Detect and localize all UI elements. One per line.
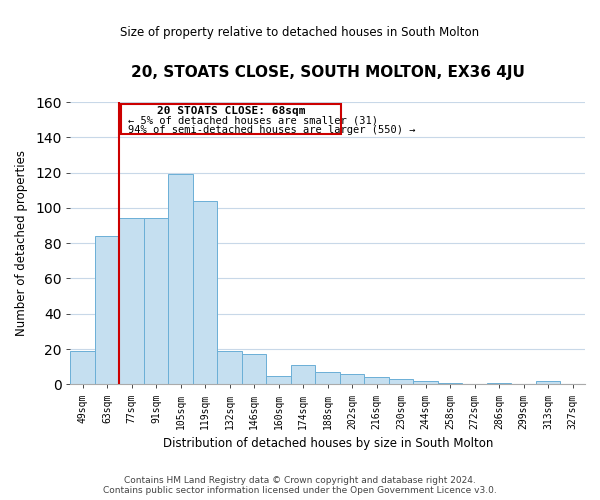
Bar — [95, 236, 119, 384]
Bar — [364, 378, 389, 384]
Bar — [169, 174, 193, 384]
Bar — [144, 218, 169, 384]
Bar — [242, 354, 266, 384]
Bar — [340, 374, 364, 384]
Bar — [291, 365, 316, 384]
Bar — [193, 201, 217, 384]
Bar — [389, 379, 413, 384]
Bar — [438, 382, 463, 384]
X-axis label: Distribution of detached houses by size in South Molton: Distribution of detached houses by size … — [163, 437, 493, 450]
Text: Size of property relative to detached houses in South Molton: Size of property relative to detached ho… — [121, 26, 479, 39]
Y-axis label: Number of detached properties: Number of detached properties — [15, 150, 28, 336]
Bar — [266, 376, 291, 384]
Bar — [119, 218, 144, 384]
Text: 20 STOATS CLOSE: 68sqm: 20 STOATS CLOSE: 68sqm — [157, 106, 305, 117]
Bar — [316, 372, 340, 384]
Bar — [217, 351, 242, 384]
Title: 20, STOATS CLOSE, SOUTH MOLTON, EX36 4JU: 20, STOATS CLOSE, SOUTH MOLTON, EX36 4JU — [131, 65, 524, 80]
Text: ← 5% of detached houses are smaller (31): ← 5% of detached houses are smaller (31) — [128, 115, 378, 125]
Bar — [70, 351, 95, 384]
Bar — [487, 382, 511, 384]
Bar — [536, 381, 560, 384]
Bar — [413, 381, 438, 384]
Text: 94% of semi-detached houses are larger (550) →: 94% of semi-detached houses are larger (… — [128, 125, 416, 135]
Text: Contains HM Land Registry data © Crown copyright and database right 2024.
Contai: Contains HM Land Registry data © Crown c… — [103, 476, 497, 495]
FancyBboxPatch shape — [121, 104, 341, 134]
